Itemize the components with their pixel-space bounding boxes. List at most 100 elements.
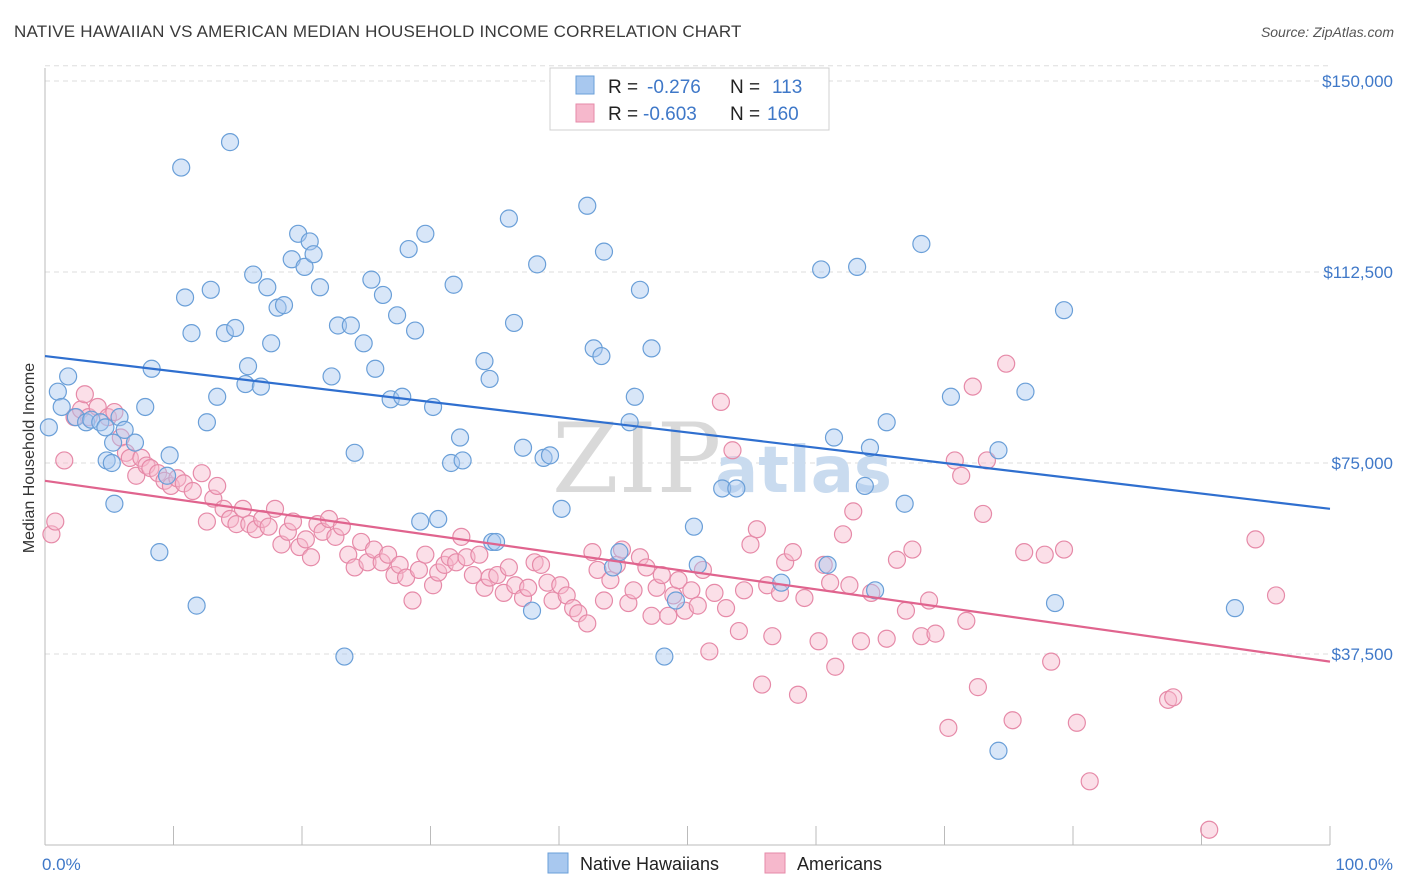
americans-point-150: [1035, 545, 1054, 564]
americans-point-130: [851, 632, 871, 651]
native-hawaiians-point-80: [584, 339, 603, 358]
americans-point-151: [1042, 652, 1061, 671]
native-hawaiians-point-11: [104, 433, 123, 452]
y-tick-label-2: $112,500: [1323, 263, 1393, 282]
americans-point-106: [700, 642, 719, 661]
native-hawaiians-point-86: [625, 387, 644, 406]
grid-lines: [45, 65, 1330, 655]
americans-point-101: [669, 571, 688, 590]
americans-point-144: [968, 678, 988, 697]
native-hawaiians-point-50: [354, 334, 373, 353]
americans-point-114: [747, 520, 766, 539]
native-hawaiians-point-75: [528, 255, 547, 274]
native-hawaiians-point-88: [642, 339, 661, 358]
americans-point-154: [1080, 772, 1099, 791]
y-tick-label-1: $75,000: [1332, 454, 1393, 473]
americans-point-121: [788, 685, 808, 704]
americans-point-1: [46, 512, 65, 531]
native-hawaiians-point-0: [39, 418, 58, 437]
native-hawaiians-point-12: [105, 494, 124, 513]
native-hawaiians-point-2: [52, 397, 71, 417]
legend-r-label-blue: R =: [608, 77, 638, 98]
native-hawaiians-point-100: [855, 476, 874, 496]
americans-point-58: [409, 560, 429, 580]
americans-point-156: [1164, 688, 1183, 707]
native-hawaiians-point-45: [322, 367, 341, 386]
americans-point-78: [531, 555, 551, 574]
native-hawaiians-point-25: [197, 413, 217, 432]
y-tick-label-0: $37,500: [1332, 645, 1393, 664]
legend-n-label-blue: N =: [730, 77, 760, 98]
native-hawaiians-point-51: [362, 270, 381, 289]
native-hawaiians-point-9: [96, 418, 115, 437]
americans-point-133: [887, 550, 907, 569]
americans-point-59: [416, 545, 435, 564]
americans-point-84: [569, 604, 588, 623]
legend-r-value-blue: -0.276: [647, 77, 701, 98]
native-hawaiians-point-55: [387, 306, 407, 325]
americans-point-147: [997, 354, 1016, 373]
americans-point-112: [734, 581, 754, 600]
legend-swatch-blue: [575, 75, 595, 95]
native-hawaiians-point-89: [655, 647, 674, 666]
americans-point-81: [551, 576, 570, 595]
americans-point-104: [688, 596, 707, 615]
americans-point-41: [301, 548, 321, 567]
americans-point-22: [183, 481, 202, 501]
native-hawaiians-point-98: [824, 428, 844, 447]
legend-n-label-pink: N =: [730, 104, 760, 125]
americans-point-76: [519, 578, 538, 597]
native-hawaiians-point-1: [48, 382, 67, 401]
americans-point-157: [1200, 820, 1219, 839]
native-hawaiians-point-84: [610, 543, 629, 562]
bottom-legend-americans: Americans: [797, 854, 882, 874]
native-hawaiians-point-44: [310, 278, 330, 297]
native-hawaiians-point-41: [295, 257, 314, 277]
americans-point-148: [1003, 711, 1022, 730]
native-hawaiians-point-101: [860, 438, 880, 457]
native-hawaiians-point-73: [513, 438, 533, 457]
americans-point-88: [594, 591, 614, 610]
americans-point-153: [1067, 713, 1086, 732]
native-hawaiians-point-112: [1225, 599, 1245, 618]
native-hawaiians-point-78: [552, 499, 571, 518]
americans-point-75: [513, 588, 533, 608]
native-hawaiians-point-52: [366, 359, 385, 378]
native-hawaiians-point-102: [866, 581, 885, 600]
native-hawaiians-point-10: [102, 453, 121, 473]
americans-point-149: [1015, 543, 1034, 562]
native-hawaiians-point-81: [592, 346, 611, 366]
y-tick-labels: $37,500 $75,000 $112,500 $150,000: [1322, 72, 1393, 664]
native-hawaiians-point-70: [486, 532, 506, 552]
legend-n-value-pink: 160: [767, 104, 799, 125]
native-hawaiians-point-32: [238, 357, 258, 376]
americans-point-45: [326, 527, 345, 546]
native-hawaiians-point-91: [684, 517, 704, 536]
americans-point-93: [624, 581, 643, 600]
americans-point-6: [79, 408, 98, 427]
americans-point-127: [833, 525, 853, 544]
americans-point-123: [809, 632, 828, 651]
native-hawaiians-point-7: [91, 413, 110, 432]
native-hawaiians-point-68: [480, 369, 499, 389]
native-hawaiians-point-96: [812, 260, 831, 279]
native-hawaiians-point-104: [895, 494, 914, 513]
americans-point-68: [470, 545, 489, 564]
native-hawaiians-point-29: [220, 133, 240, 152]
americans-point-64: [447, 553, 466, 572]
native-hawaiians-point-8: [97, 451, 116, 470]
americans-point-29: [227, 515, 246, 534]
native-hawaiians-point-27: [208, 387, 227, 406]
americans-point-57: [403, 591, 422, 610]
americans-point-145: [973, 504, 993, 524]
native-hawaiians-point-63: [441, 453, 461, 473]
native-hawaiians-point-57: [399, 239, 418, 259]
native-hawaiians-point-77: [540, 446, 560, 465]
americans-point-40: [296, 530, 315, 549]
americans-point-2: [55, 451, 74, 470]
americans-point-87: [588, 560, 607, 580]
native-hawaiians-point-36: [262, 334, 281, 353]
native-hawaiians-point-16: [136, 397, 155, 417]
americans-point-132: [877, 629, 896, 648]
watermark-zip: ZIP: [552, 403, 721, 515]
